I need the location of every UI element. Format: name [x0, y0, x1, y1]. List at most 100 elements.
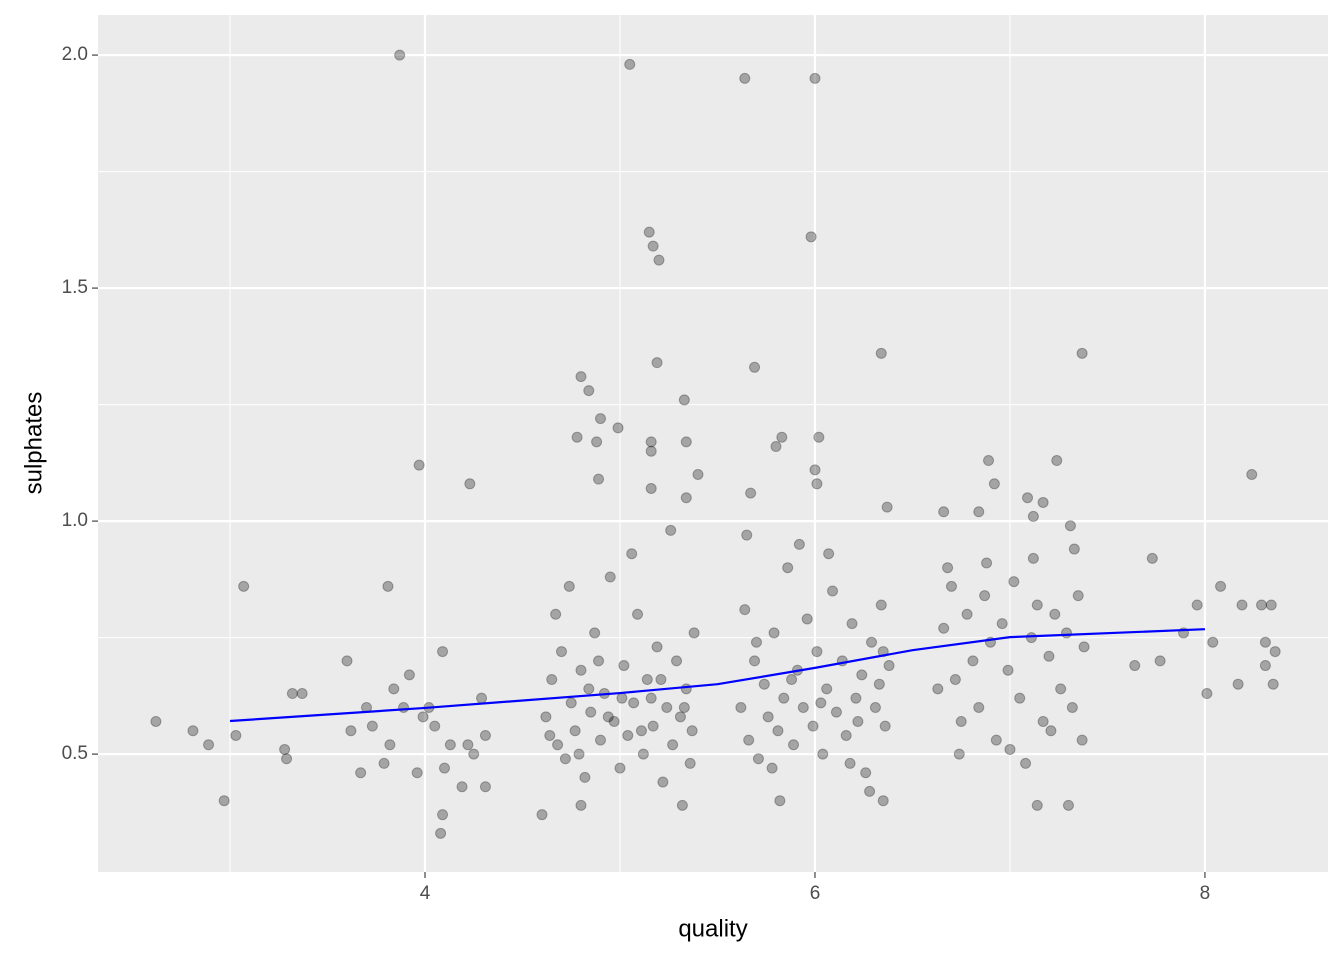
point — [770, 441, 782, 453]
point — [665, 524, 677, 536]
point — [749, 361, 761, 373]
point — [686, 725, 698, 737]
point — [1031, 599, 1043, 611]
point — [464, 478, 476, 490]
point — [807, 720, 819, 732]
point — [827, 585, 839, 597]
point — [1154, 655, 1166, 667]
point — [1045, 725, 1057, 737]
point — [688, 627, 700, 639]
point — [444, 739, 456, 751]
point — [1236, 599, 1248, 611]
point — [844, 757, 856, 769]
point — [281, 753, 293, 765]
point — [793, 538, 805, 550]
point — [856, 669, 868, 681]
point — [860, 767, 872, 779]
point — [635, 725, 647, 737]
point — [945, 580, 957, 592]
point — [766, 762, 778, 774]
point — [873, 678, 885, 690]
point — [680, 436, 692, 448]
point — [864, 785, 876, 797]
grid — [98, 15, 1328, 872]
point — [692, 468, 704, 480]
point — [632, 608, 644, 620]
point — [563, 580, 575, 592]
point — [811, 478, 823, 490]
point — [1002, 664, 1014, 676]
point — [550, 608, 562, 620]
point — [739, 72, 751, 84]
point — [674, 711, 686, 723]
point — [881, 501, 893, 513]
point — [667, 739, 679, 751]
point — [786, 674, 798, 686]
point — [1014, 692, 1026, 704]
point — [341, 655, 353, 667]
point — [438, 762, 450, 774]
point — [1027, 552, 1039, 564]
point — [953, 748, 965, 760]
point — [1078, 641, 1090, 653]
point — [575, 371, 587, 383]
point — [739, 604, 751, 616]
point — [762, 711, 774, 723]
axes: 4 6 8 0.5 1.0 1.5 2.0 — [62, 44, 1211, 904]
point — [678, 394, 690, 406]
point — [651, 357, 663, 369]
point — [1020, 757, 1032, 769]
point — [830, 706, 842, 718]
point — [852, 715, 864, 727]
point — [559, 753, 571, 765]
point — [1256, 599, 1268, 611]
point — [589, 627, 601, 639]
point — [645, 436, 657, 448]
point — [1146, 552, 1158, 564]
point — [1259, 660, 1271, 672]
point — [680, 683, 692, 695]
point — [1201, 688, 1213, 700]
point — [949, 674, 961, 686]
point — [575, 799, 587, 811]
point — [805, 231, 817, 243]
point — [1061, 627, 1073, 639]
point — [1066, 701, 1078, 713]
point — [238, 580, 250, 592]
point — [811, 646, 823, 658]
point — [809, 72, 821, 84]
point — [602, 711, 614, 723]
point — [655, 674, 667, 686]
point — [479, 729, 491, 741]
point — [1191, 599, 1203, 611]
point — [1062, 799, 1074, 811]
point — [1049, 608, 1061, 620]
point — [1037, 496, 1049, 508]
point — [815, 697, 827, 709]
point — [996, 618, 1008, 630]
point — [417, 711, 429, 723]
marks — [150, 49, 1281, 839]
point — [626, 548, 638, 560]
point — [616, 692, 628, 704]
point — [230, 729, 242, 741]
point — [536, 809, 548, 821]
point — [398, 701, 410, 713]
point — [1267, 678, 1279, 690]
point — [840, 729, 852, 741]
point — [869, 701, 881, 713]
point — [875, 347, 887, 359]
point — [355, 767, 367, 779]
point — [540, 711, 552, 723]
y-tick-label: 1.0 — [62, 510, 88, 531]
point — [1055, 683, 1067, 695]
point — [647, 720, 659, 732]
point — [579, 771, 591, 783]
point — [378, 757, 390, 769]
point — [932, 683, 944, 695]
point — [1064, 520, 1076, 532]
point — [1072, 590, 1084, 602]
y-tick-label: 2.0 — [62, 44, 88, 65]
point — [1008, 576, 1020, 588]
